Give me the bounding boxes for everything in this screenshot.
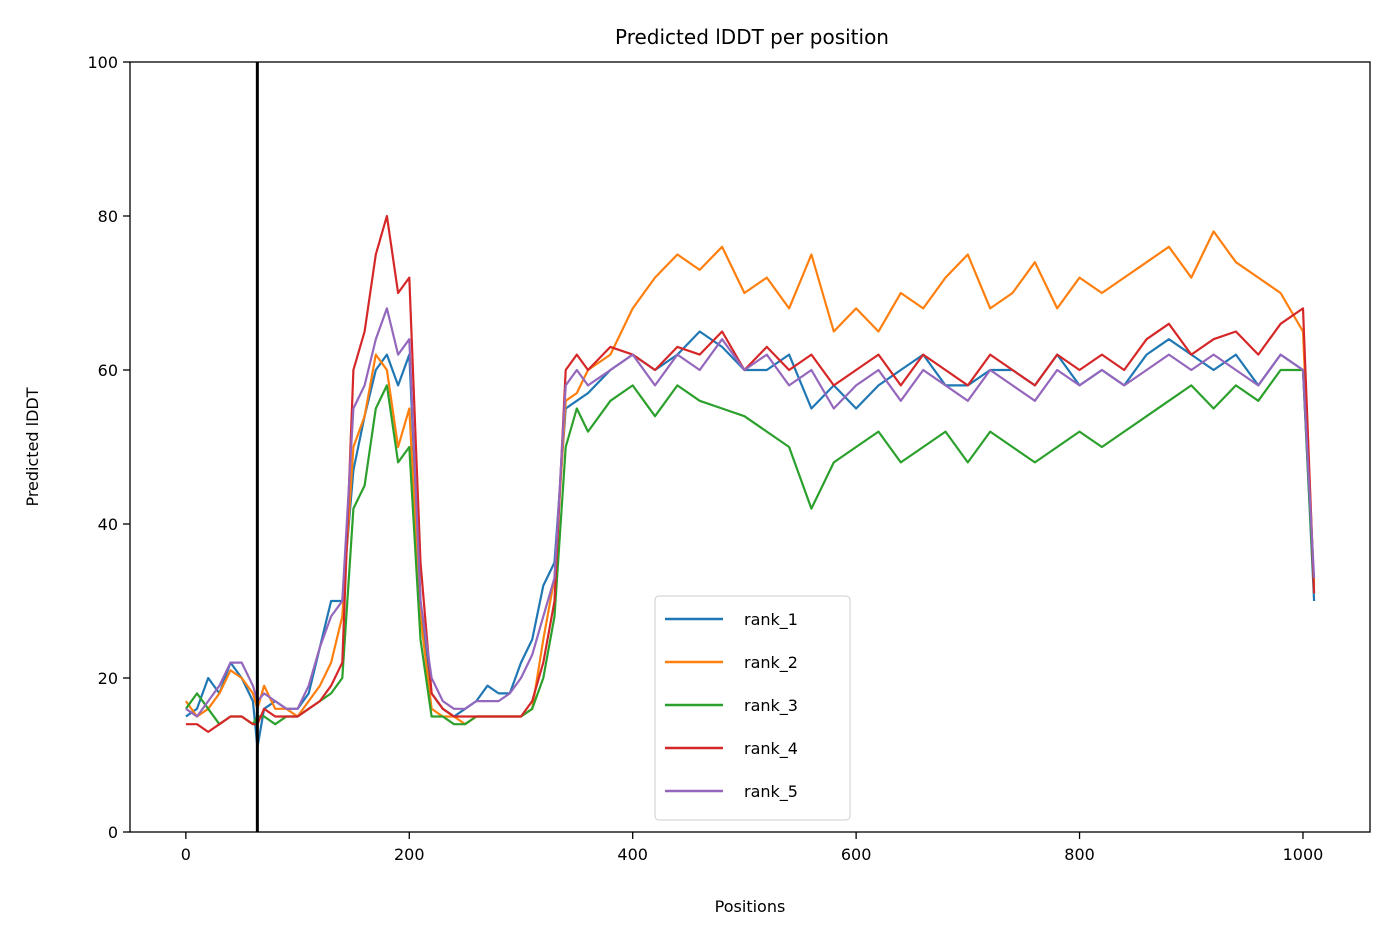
y-tick-label: 80 [98, 207, 118, 226]
x-tick-label: 400 [617, 845, 648, 864]
legend-label-rank-1: rank_1 [744, 610, 798, 630]
legend: rank_1 rank_2 rank_3 rank_4 rank_5 [654, 595, 851, 821]
x-tick-label: 800 [1064, 845, 1095, 864]
series-line-rank-5 [185, 307, 1316, 718]
y-axis-label: Predicted lDDT [23, 387, 42, 506]
x-tick-label: 600 [841, 845, 872, 864]
legend-label-rank-4: rank_4 [744, 739, 798, 759]
y-tick-label: 100 [87, 53, 118, 72]
y-tick-label: 20 [98, 669, 118, 688]
y-tick-label: 60 [98, 361, 118, 380]
chart-title: Predicted lDDT per position [615, 25, 889, 49]
legend-label-rank-5: rank_5 [744, 782, 798, 802]
series-line-rank-4 [185, 214, 1316, 734]
y-tick-label: 0 [108, 823, 118, 842]
plot-area [129, 61, 1371, 833]
x-tick-label: 1000 [1283, 845, 1324, 864]
y-tick-label: 40 [98, 515, 118, 534]
legend-items: rank_1 rank_2 rank_3 rank_4 rank_5 [665, 610, 798, 802]
y-axis-ticks: 0 20 40 60 80 100 [87, 53, 130, 842]
legend-label-rank-3: rank_3 [744, 696, 798, 716]
axes-frame [129, 61, 1371, 833]
x-tick-label: 0 [181, 845, 191, 864]
x-axis-label: Positions [715, 897, 786, 916]
legend-label-rank-2: rank_2 [744, 653, 798, 673]
series-layer [185, 214, 1316, 749]
x-tick-label: 200 [394, 845, 425, 864]
legend-box [654, 595, 851, 821]
x-axis-ticks: 0 200 400 600 800 1000 [181, 832, 1324, 864]
